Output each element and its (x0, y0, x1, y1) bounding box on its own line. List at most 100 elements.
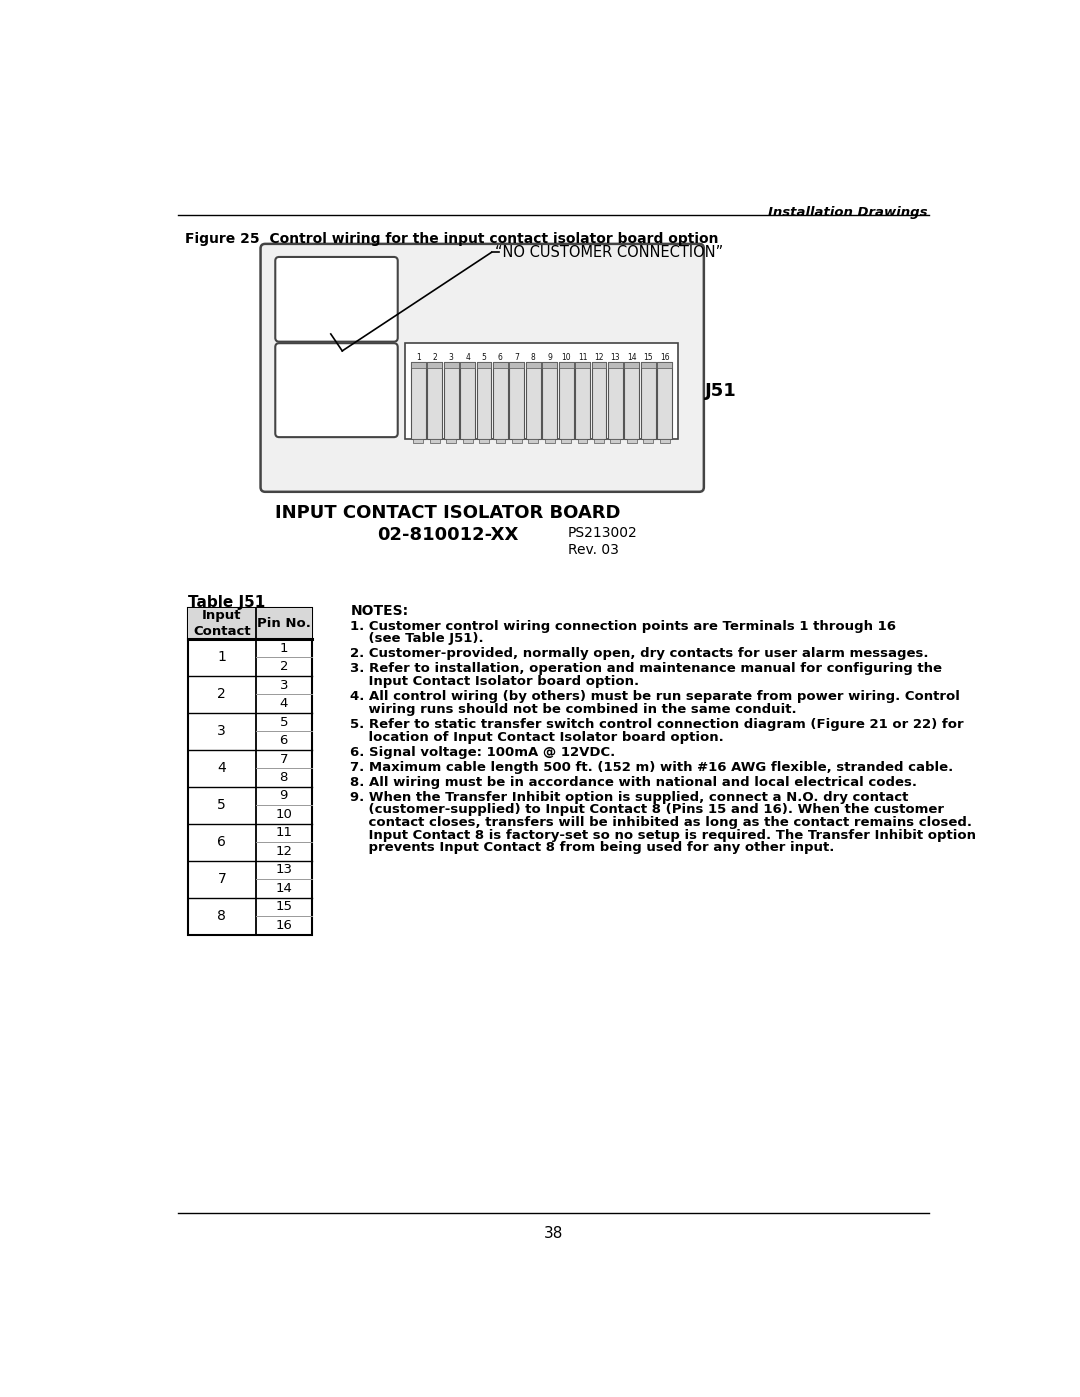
Text: 3: 3 (448, 352, 454, 362)
Text: 6: 6 (498, 352, 503, 362)
Text: (see Table J51).: (see Table J51). (350, 633, 484, 645)
Text: 7: 7 (514, 352, 519, 362)
Bar (510, 362, 524, 367)
Text: 3: 3 (217, 724, 226, 738)
Text: 9. When the Transfer Inhibit option is supplied, connect a N.O. dry contact: 9. When the Transfer Inhibit option is s… (350, 791, 909, 803)
Text: INPUT CONTACT ISOLATOR BOARD: INPUT CONTACT ISOLATOR BOARD (274, 504, 620, 522)
Bar (496, 439, 505, 443)
Bar (460, 362, 475, 439)
Bar (526, 362, 541, 367)
Text: prevents Input Contact 8 from being used for any other input.: prevents Input Contact 8 from being used… (350, 841, 835, 855)
FancyBboxPatch shape (275, 257, 397, 342)
Bar (558, 362, 573, 439)
Bar (410, 362, 426, 367)
Bar (430, 439, 440, 443)
Bar (660, 439, 670, 443)
Text: 1: 1 (416, 352, 421, 362)
Bar (658, 362, 672, 439)
Text: 12: 12 (275, 845, 293, 858)
Bar (610, 439, 620, 443)
Text: 16: 16 (275, 919, 293, 932)
Bar (476, 362, 491, 439)
Bar (594, 439, 604, 443)
Bar (460, 362, 475, 367)
Bar (428, 362, 442, 439)
Text: wiring runs should not be combined in the same conduit.: wiring runs should not be combined in th… (350, 703, 797, 715)
Text: Figure 25  Control wiring for the input contact isolator board option: Figure 25 Control wiring for the input c… (186, 232, 719, 246)
Text: 13: 13 (610, 352, 620, 362)
Text: 5: 5 (217, 798, 226, 812)
Text: 10: 10 (275, 807, 293, 821)
Bar (640, 362, 656, 367)
Bar (624, 362, 639, 367)
Bar (562, 439, 571, 443)
Bar (414, 439, 423, 443)
Bar (510, 362, 524, 439)
Text: PS213002: PS213002 (568, 525, 637, 539)
Bar (526, 362, 541, 439)
Text: 15: 15 (275, 900, 293, 914)
Bar (188, 608, 312, 638)
Bar (592, 362, 606, 367)
Text: 4. All control wiring (by others) must be run separate from power wiring. Contro: 4. All control wiring (by others) must b… (350, 690, 960, 703)
Text: 12: 12 (594, 352, 604, 362)
Bar (492, 362, 508, 367)
Bar (444, 362, 459, 439)
Text: contact closes, transfers will be inhibited as long as the contact remains close: contact closes, transfers will be inhibi… (350, 816, 972, 828)
Text: Input
Contact: Input Contact (193, 609, 251, 638)
Text: 2: 2 (432, 352, 437, 362)
Bar (608, 362, 623, 439)
Text: 16: 16 (660, 352, 670, 362)
Bar (558, 362, 573, 367)
Text: 1. Customer control wiring connection points are Terminals 1 through 16: 1. Customer control wiring connection po… (350, 620, 896, 633)
Text: Installation Drawings: Installation Drawings (768, 207, 927, 219)
Bar (644, 439, 653, 443)
Bar (544, 439, 555, 443)
Bar (462, 439, 473, 443)
FancyBboxPatch shape (260, 244, 704, 492)
Text: 6. Signal voltage: 100mA @ 12VDC.: 6. Signal voltage: 100mA @ 12VDC. (350, 746, 616, 759)
FancyBboxPatch shape (405, 344, 677, 439)
Bar (444, 362, 459, 367)
Text: (customer-supplied) to Input Contact 8 (Pins 15 and 16). When the customer: (customer-supplied) to Input Contact 8 (… (350, 803, 944, 816)
Text: Table J51: Table J51 (188, 595, 265, 610)
Text: 7: 7 (217, 872, 226, 886)
Bar (428, 362, 442, 367)
Text: 3: 3 (280, 679, 288, 692)
Text: 11: 11 (275, 827, 293, 840)
Text: 8. All wiring must be in accordance with national and local electrical codes.: 8. All wiring must be in accordance with… (350, 775, 917, 788)
Text: 14: 14 (275, 882, 293, 895)
Text: Rev. 03: Rev. 03 (568, 542, 619, 556)
Bar (476, 362, 491, 367)
FancyBboxPatch shape (275, 344, 397, 437)
Bar (542, 362, 557, 367)
Text: 1: 1 (280, 641, 288, 655)
Text: 8: 8 (531, 352, 536, 362)
Bar (446, 439, 456, 443)
Text: 5: 5 (280, 715, 288, 729)
Text: 15: 15 (644, 352, 653, 362)
Text: 38: 38 (544, 1227, 563, 1242)
Bar (528, 439, 538, 443)
Bar (410, 362, 426, 439)
Text: Pin No.: Pin No. (257, 617, 311, 630)
Bar (480, 439, 489, 443)
Text: 9: 9 (280, 789, 288, 802)
Bar (640, 362, 656, 439)
Text: J51: J51 (705, 381, 738, 400)
Text: location of Input Contact Isolator board option.: location of Input Contact Isolator board… (350, 731, 725, 743)
Bar (578, 439, 588, 443)
Text: 14: 14 (627, 352, 636, 362)
Text: 2: 2 (280, 661, 288, 673)
Bar (576, 362, 590, 439)
Bar (492, 362, 508, 439)
Bar (188, 608, 312, 935)
Text: 2. Customer-provided, normally open, dry contacts for user alarm messages.: 2. Customer-provided, normally open, dry… (350, 647, 929, 661)
Text: Input Contact Isolator board option.: Input Contact Isolator board option. (350, 675, 639, 689)
Text: 3. Refer to installation, operation and maintenance manual for configuring the: 3. Refer to installation, operation and … (350, 662, 943, 675)
Text: 13: 13 (275, 863, 293, 876)
Text: 6: 6 (217, 835, 226, 849)
Text: 10: 10 (562, 352, 571, 362)
Text: 2: 2 (217, 687, 226, 701)
Bar (624, 362, 639, 439)
